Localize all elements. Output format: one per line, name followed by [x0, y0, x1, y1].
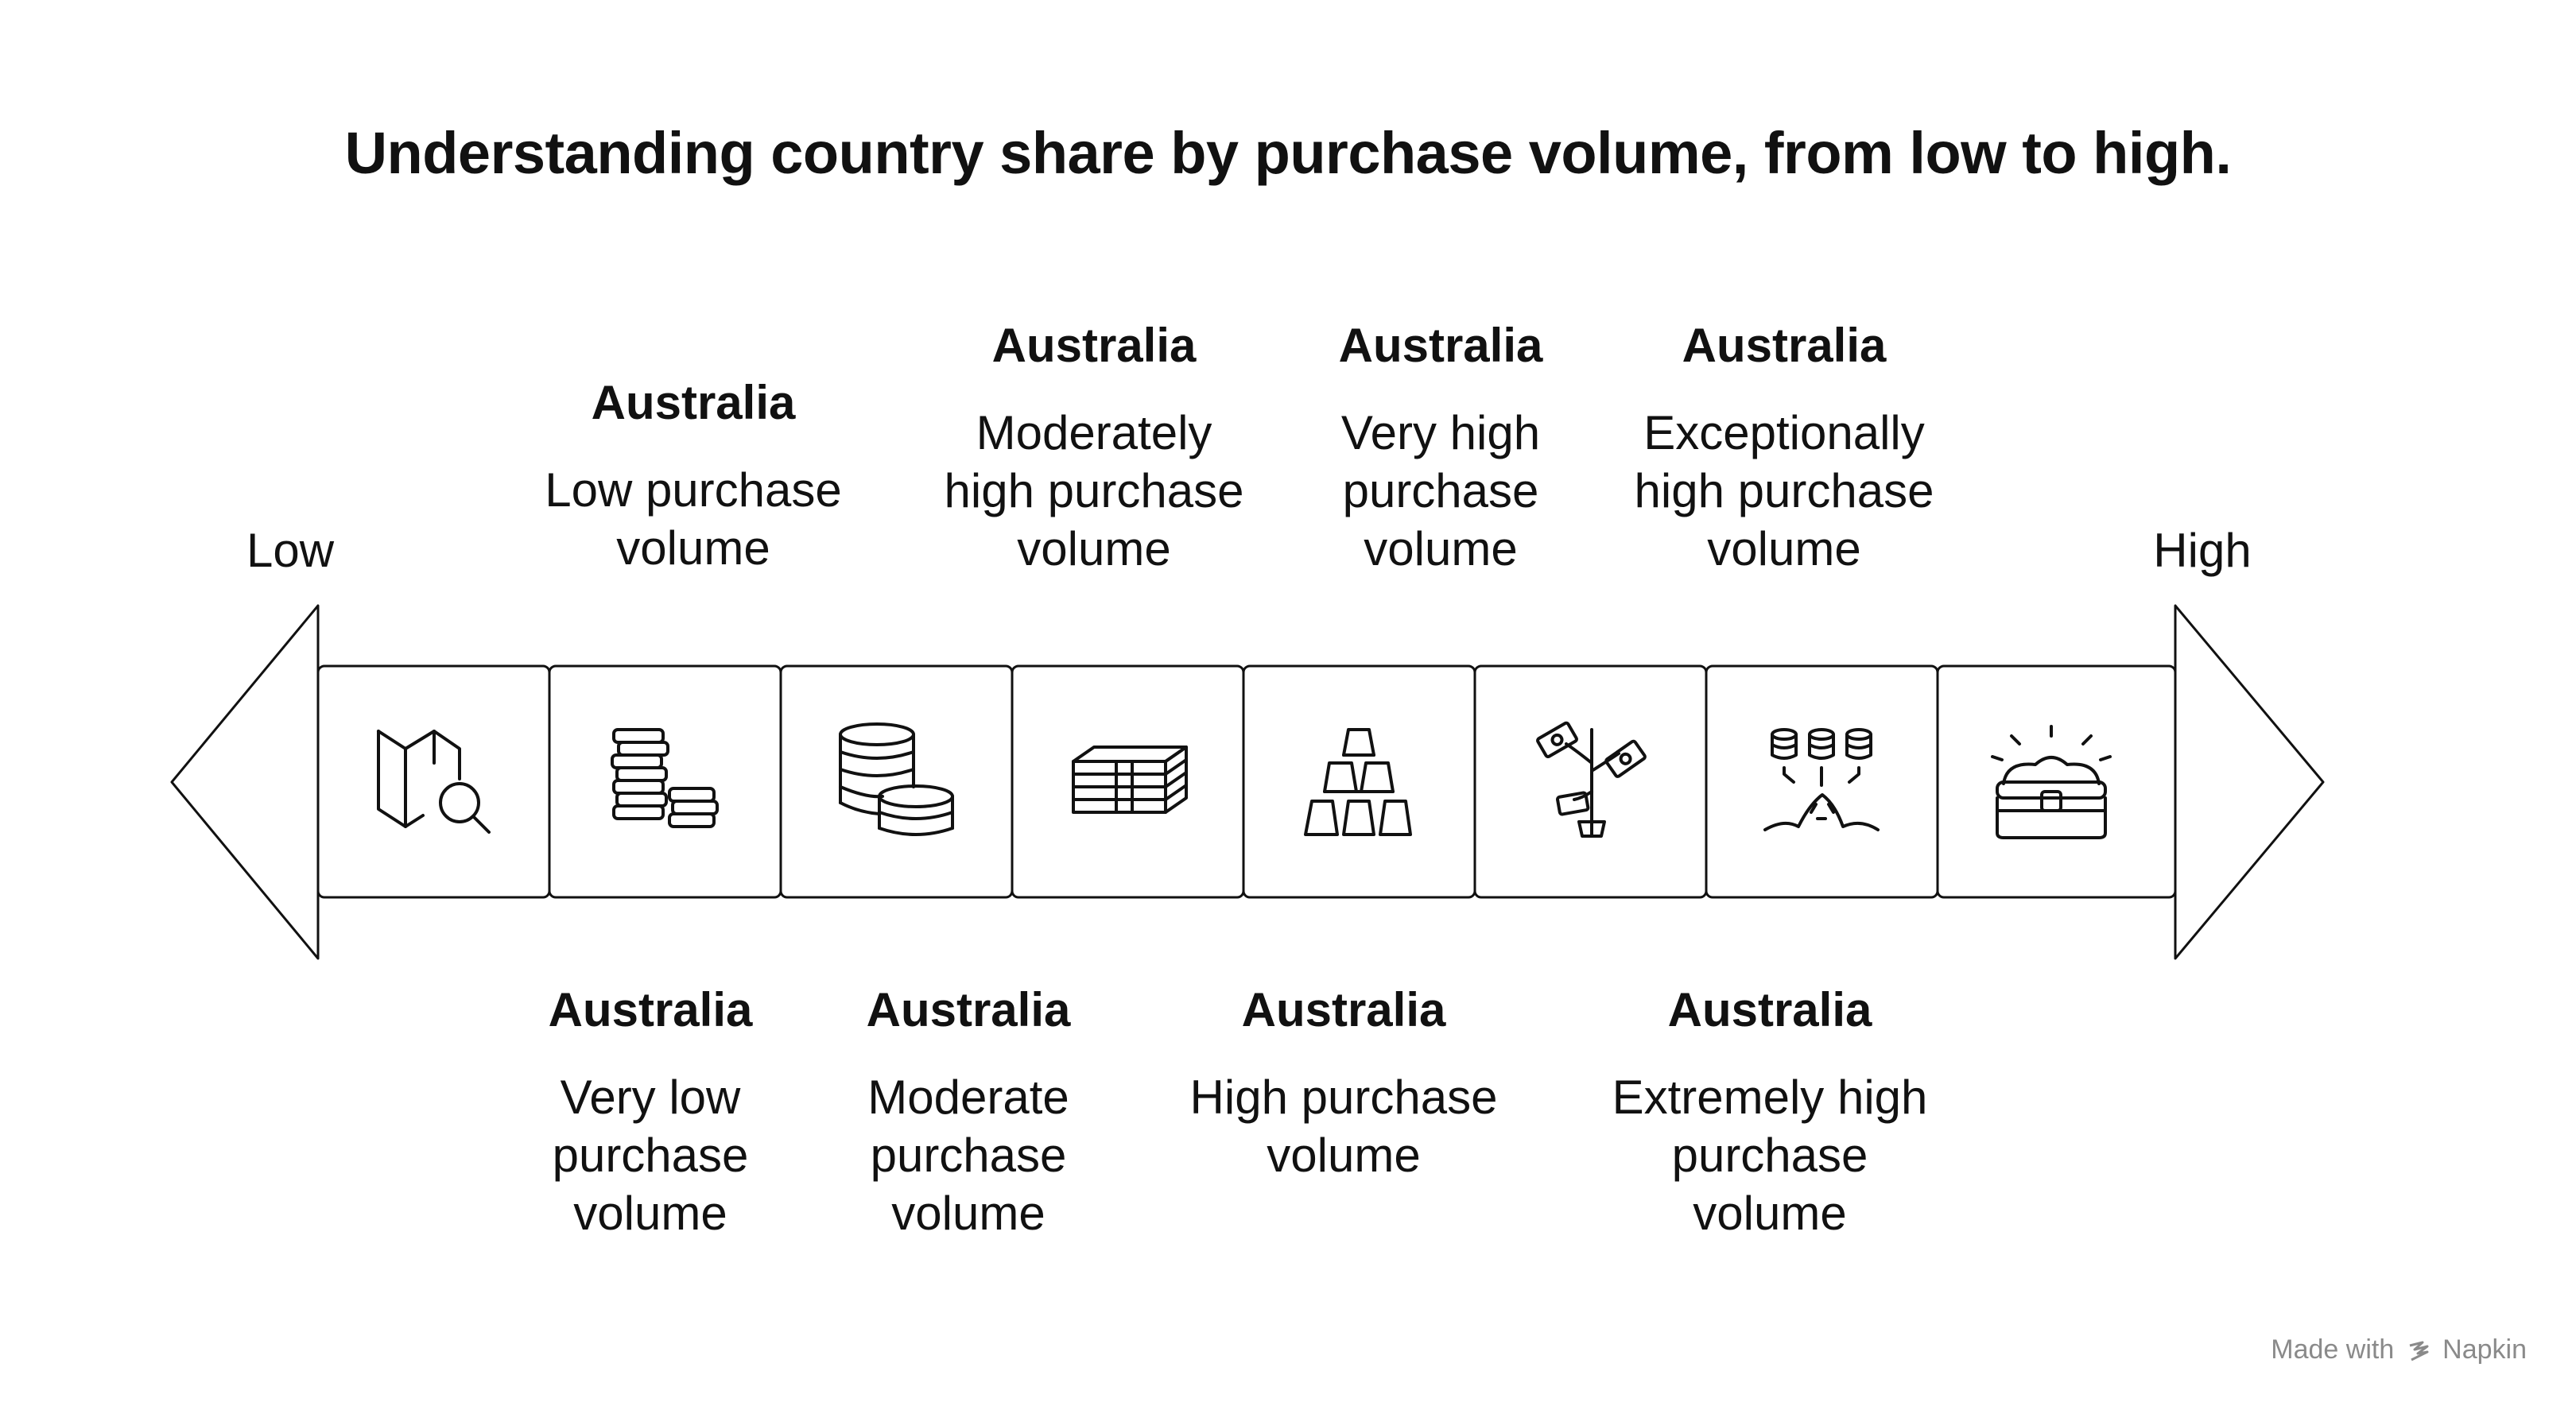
coin-splash-icon: [1763, 728, 1880, 831]
napkin-logo-icon: [2409, 1341, 2429, 1361]
stage-description: High purchase volume: [1189, 1071, 1498, 1182]
bottom-label-2: Australia Moderate purchase volume: [801, 982, 1135, 1242]
cash-stack-icon: [1072, 746, 1188, 814]
top-label-2: Australia Moderately high purchase volum…: [927, 318, 1261, 578]
high-label: High: [2153, 524, 2252, 577]
right-arrowhead: [2174, 604, 2325, 960]
money-tree-icon: [1536, 721, 1647, 838]
bottom-label-3: Australia High purchase volume: [1177, 982, 1511, 1184]
gold-bars-icon: [1304, 728, 1412, 836]
stage-box-1: [316, 664, 551, 899]
stage-description: Moderately high purchase volume: [944, 406, 1244, 575]
coin-pile-icon: [839, 722, 954, 836]
stage-heading: Australia: [1667, 983, 1872, 1036]
map-search-icon: [377, 730, 491, 834]
stage-box-4: [1011, 664, 1245, 899]
stage-description: Very low purchase volume: [552, 1071, 749, 1240]
low-label: Low: [246, 524, 335, 577]
treasure-chest-icon: [1991, 725, 2112, 839]
top-label-1: Australia Low purchase volume: [526, 375, 860, 577]
top-label-4: Australia Exceptionally high purchase vo…: [1617, 318, 1951, 578]
stage-heading: Australia: [866, 983, 1071, 1036]
stage-description: Low purchase volume: [545, 463, 842, 575]
stage-heading: Australia: [1241, 983, 1446, 1036]
made-with-footer: Made with Napkin: [2271, 1334, 2527, 1365]
stage-heading: Australia: [991, 319, 1197, 372]
stage-heading: Australia: [1338, 319, 1543, 372]
stage-heading: Australia: [548, 983, 753, 1036]
stage-box-3: [779, 664, 1014, 899]
footer-brand: Napkin: [2442, 1334, 2527, 1365]
page-title: Understanding country share by purchase …: [344, 120, 2232, 186]
stage-heading: Australia: [1682, 319, 1887, 372]
bottom-label-4: Australia Extremely high purchase volume: [1603, 982, 1937, 1242]
stage-box-2: [548, 664, 782, 899]
stage-description: Extremely high purchase volume: [1612, 1071, 1928, 1240]
stage-description: Exceptionally high purchase volume: [1634, 406, 1934, 575]
top-label-3: Australia Very high purchase volume: [1274, 318, 1608, 578]
coin-stack-icon: [611, 728, 719, 828]
stage-box-5: [1242, 664, 1476, 899]
bottom-label-1: Australia Very low purchase volume: [483, 982, 817, 1242]
footer-prefix: Made with: [2271, 1334, 2395, 1365]
stage-description: Very high purchase volume: [1340, 406, 1541, 575]
left-arrowhead: [170, 604, 320, 960]
stage-description: Moderate purchase volume: [867, 1071, 1069, 1240]
stage-heading: Australia: [591, 376, 796, 429]
